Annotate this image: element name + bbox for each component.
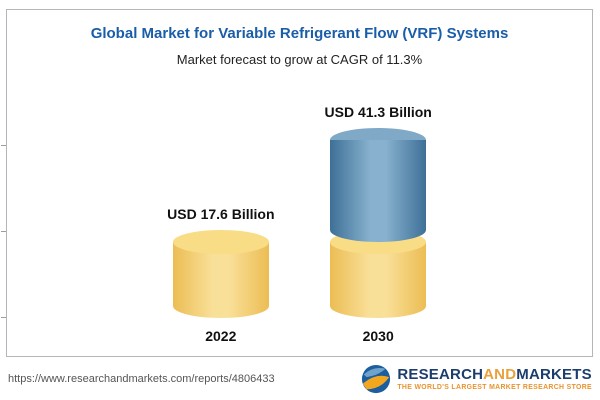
logo-text-block: RESEARCHANDMARKETS THE WORLD'S LARGEST M… (397, 367, 592, 391)
logo-word-and: AND (483, 366, 517, 383)
y-axis-tick (1, 231, 6, 232)
chart-panel: Global Market for Variable Refrigerant F… (1, 9, 593, 357)
bar-2030-growth-body (330, 140, 427, 243)
chart-subtitle: Market forecast to grow at CAGR of 11.3% (176, 52, 423, 67)
logo-word-markets: MARKETS (516, 366, 592, 383)
y-axis-tick (1, 145, 6, 146)
logo-tagline: THE WORLD'S LARGEST MARKET RESEARCH STOR… (397, 384, 592, 391)
value-label-2022: USD 17.6 Billion (167, 206, 275, 223)
research-and-markets-logo: RESEARCHANDMARKETS THE WORLD'S LARGEST M… (361, 364, 592, 394)
y-axis-tick (1, 317, 6, 318)
footer: https://www.researchandmarkets.com/repor… (0, 358, 600, 400)
globe-icon (362, 364, 391, 394)
bar-2022-cylinder (172, 230, 269, 318)
bar-2030-base-segment (330, 230, 427, 318)
bar-2022-top-cap (172, 230, 269, 255)
year-label-2022: 2022 (205, 328, 237, 344)
bar-2030-cylinder (330, 128, 427, 318)
bar-group-2030: USD 41.3 Billion 2030 (325, 104, 432, 344)
value-label-2030: USD 41.3 Billion (324, 104, 432, 121)
year-label-2030: 2030 (362, 328, 394, 344)
bar-2022-body (172, 242, 269, 318)
chart-title: Global Market for Variable Refrigerant F… (90, 25, 509, 42)
bar-group-2022: USD 17.6 Billion 2022 (167, 206, 274, 344)
bar-2030-base-body (330, 242, 427, 318)
chart-plot: USD 17.6 Billion 2022 USD 41.3 Billion (7, 67, 592, 356)
logo-word-research: RESEARCH (397, 366, 484, 383)
report-url-link[interactable]: https://www.researchandmarkets.com/repor… (8, 373, 275, 385)
logo-wordmark: RESEARCHANDMARKETS (397, 367, 592, 382)
